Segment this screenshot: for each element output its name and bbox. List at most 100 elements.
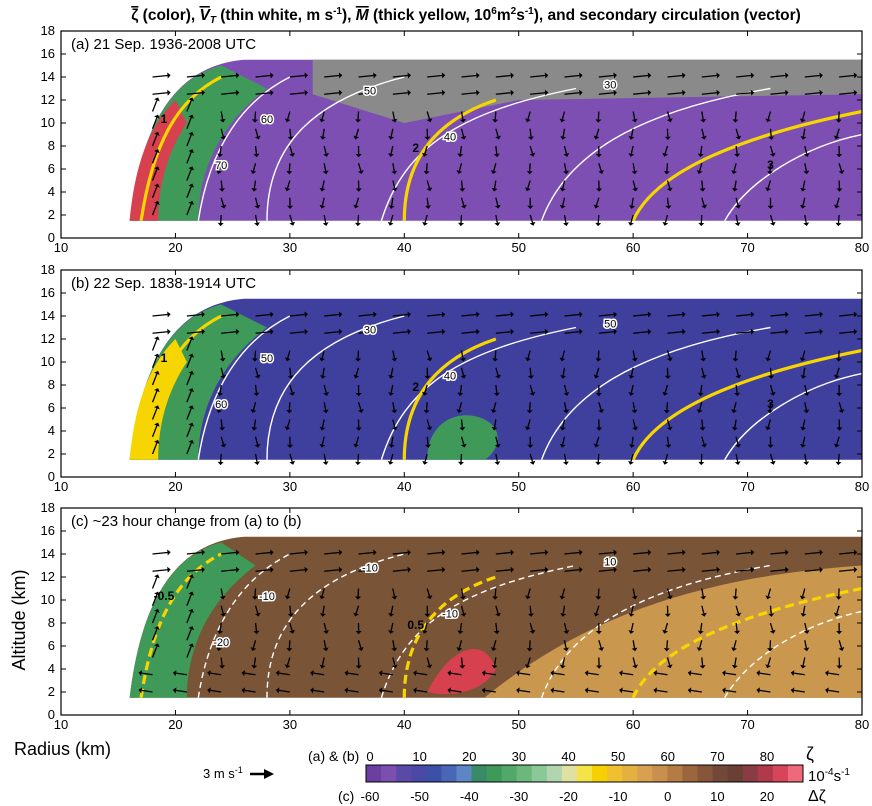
circulation-vector-head (220, 204, 227, 209)
velocity-contour (540, 564, 771, 698)
circulation-vector-head (493, 153, 500, 158)
circulation-vector (392, 569, 408, 572)
circulation-vector-head (188, 131, 195, 136)
circulation-vector-head (304, 311, 308, 318)
y-tick-label: 4 (48, 423, 55, 438)
circulation-vector-head (666, 595, 673, 600)
circulation-vector (839, 92, 855, 95)
circulation-vector-head (284, 664, 291, 669)
circulation-vector-head (560, 136, 567, 140)
circulation-vector (530, 331, 546, 334)
circulation-vector (321, 197, 325, 206)
circulation-vector-head (785, 72, 789, 79)
angular-momentum-label: 3 (767, 397, 774, 411)
circulation-vector-head (167, 89, 171, 96)
circulation-vector (186, 356, 192, 368)
circulation-vector (425, 402, 428, 411)
circulation-vector-head (682, 566, 686, 573)
circulation-vector (562, 436, 566, 445)
colorbar-tick-c: -30 (509, 789, 528, 804)
circulation-vector-head (353, 204, 360, 209)
circulation-vector-head (697, 630, 704, 635)
circulation-vector-head (441, 328, 446, 335)
circulation-vector-head (790, 670, 795, 677)
circulation-vector (701, 551, 717, 555)
circulation-vector (460, 605, 465, 614)
circulation-vector-head (699, 427, 706, 431)
circulation-vector-head (595, 596, 602, 600)
circulation-vector-head (388, 153, 394, 157)
circulation-vector (322, 367, 325, 376)
circulation-vector (734, 657, 737, 666)
circulation-vector (495, 436, 499, 445)
circulation-vector (289, 384, 293, 393)
circulation-vector-head (154, 591, 160, 596)
circulation-vector-head (254, 461, 260, 466)
circulation-vector (390, 145, 394, 154)
circulation-vector-head (833, 374, 840, 379)
circulation-vector-head (765, 595, 772, 600)
circulation-vector (804, 569, 820, 572)
circulation-vector-head (154, 97, 160, 102)
circulation-vector-head (544, 311, 549, 318)
circulation-vector (562, 197, 566, 206)
circulation-vector (495, 92, 511, 95)
circulation-vector-head (319, 426, 326, 431)
title-part-6-sup: -1 (525, 6, 534, 17)
circulation-vector (667, 569, 683, 572)
circulation-vector-head (476, 311, 480, 318)
circulation-vector-head (338, 328, 343, 335)
circulation-vector (254, 453, 258, 462)
circulation-vector (255, 551, 271, 555)
circulation-vector (725, 672, 737, 676)
circulation-vector (527, 588, 531, 597)
circulation-vector (701, 331, 717, 334)
circulation-vector-head (803, 461, 810, 466)
circulation-vector (632, 180, 636, 189)
colorbar-tick-ab: 10 (412, 749, 426, 764)
circulation-vector-head (188, 183, 195, 188)
circulation-vector (254, 436, 259, 445)
y-tick-label: 12 (41, 331, 55, 346)
circulation-vector-head (270, 89, 274, 96)
y-tick-label: 8 (48, 138, 55, 153)
circulation-vector-head (373, 72, 377, 79)
circulation-vector (564, 74, 580, 78)
circulation-vector (562, 128, 566, 137)
circulation-vector-head (304, 549, 308, 556)
circulation-vector-head (253, 392, 260, 397)
circulation-vector-head (387, 460, 394, 465)
circulation-vector-head (769, 391, 776, 396)
circulation-vector (793, 672, 805, 676)
colorbar-units: 10-4s-1 (808, 767, 850, 785)
circulation-vector (598, 331, 614, 334)
colorbar-swatch (757, 765, 774, 782)
circulation-vector-head (413, 687, 417, 694)
circulation-vector (770, 313, 786, 317)
velocity-contour (540, 87, 771, 221)
circulation-vector (630, 367, 634, 376)
circulation-vector-head (188, 370, 195, 375)
circulation-vector-head (768, 613, 775, 617)
circulation-vector (530, 74, 546, 78)
circulation-vector-head (353, 135, 360, 140)
circulation-vector (630, 453, 634, 462)
circulation-vector (598, 74, 614, 78)
vorticity-field (129, 59, 862, 221)
circulation-vector (563, 214, 567, 223)
circulation-vector-head (559, 443, 566, 448)
circulation-vector-head (201, 72, 205, 79)
circulation-vector (598, 163, 602, 172)
circulation-vector-head (426, 664, 433, 669)
circulation-vector-head (836, 665, 843, 669)
circulation-vector (151, 594, 158, 606)
circulation-vector (323, 145, 327, 154)
circulation-vector-head (526, 410, 533, 414)
circulation-vector-head (803, 392, 810, 396)
circulation-vector-head (188, 336, 195, 341)
circulation-vector (186, 331, 202, 334)
circulation-vector (735, 197, 739, 206)
circulation-vector (186, 313, 202, 317)
circulation-vector (322, 605, 325, 614)
circulation-vector (426, 180, 431, 189)
